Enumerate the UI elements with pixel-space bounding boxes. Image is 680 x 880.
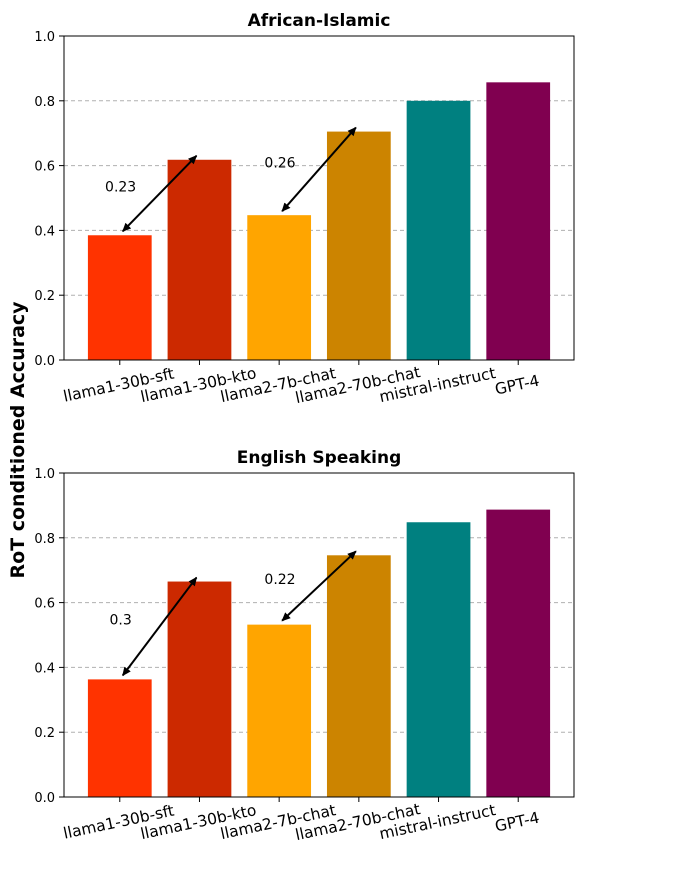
bar-llama1-30b-kto <box>167 581 232 797</box>
bar-mistral-instruct <box>406 100 471 361</box>
bar-llama1-30b-sft <box>87 235 152 360</box>
x-tick-label: GPT-4 <box>493 372 541 399</box>
bar-llama1-30b-sft <box>87 679 152 797</box>
y-tick-label: 1.0 <box>34 30 55 45</box>
bar-mistral-instruct <box>406 522 471 797</box>
plot-frame <box>63 35 575 361</box>
difference-label: 0.26 <box>264 155 295 171</box>
y-tick-label: 0.4 <box>34 224 55 239</box>
chart-title: English Speaking <box>237 448 402 468</box>
plot-frame <box>63 472 575 798</box>
y-tick-label: 0.8 <box>34 95 55 110</box>
y-tick-label: 0.2 <box>34 726 55 741</box>
chart-panel-2: English Speaking0.00.20.40.60.81.0llama1… <box>34 448 575 844</box>
bar-GPT-4 <box>486 82 551 360</box>
bar-llama2-7b-chat <box>247 624 312 797</box>
y-tick-label: 1.0 <box>34 467 55 482</box>
y-tick-label: 0.6 <box>34 597 55 612</box>
bar-GPT-4 <box>486 509 551 797</box>
difference-label: 0.22 <box>264 572 295 588</box>
difference-label: 0.3 <box>109 612 131 628</box>
y-tick-label: 0.4 <box>34 661 55 676</box>
chart-title: African-Islamic <box>248 11 391 31</box>
y-tick-label: 0.0 <box>34 791 55 806</box>
difference-arrow <box>281 550 357 622</box>
difference-arrow <box>281 126 357 212</box>
y-tick-label: 0.6 <box>34 160 55 175</box>
bar-llama2-7b-chat <box>247 215 312 360</box>
chart-panel-1: African-Islamic0.00.20.40.60.81.0llama1-… <box>34 11 575 407</box>
y-tick-label: 0.8 <box>34 532 55 547</box>
difference-arrow <box>121 576 198 677</box>
bar-llama2-70b-chat <box>326 555 391 797</box>
x-tick-label: GPT-4 <box>493 809 541 836</box>
bar-llama2-70b-chat <box>326 131 391 360</box>
y-tick-label: 0.2 <box>34 289 55 304</box>
y-axis-label: RoT conditioned Accuracy <box>7 301 29 579</box>
bar-llama1-30b-kto <box>167 159 232 360</box>
difference-label: 0.23 <box>105 180 136 196</box>
difference-arrow <box>122 155 198 232</box>
y-tick-label: 0.0 <box>34 354 55 369</box>
